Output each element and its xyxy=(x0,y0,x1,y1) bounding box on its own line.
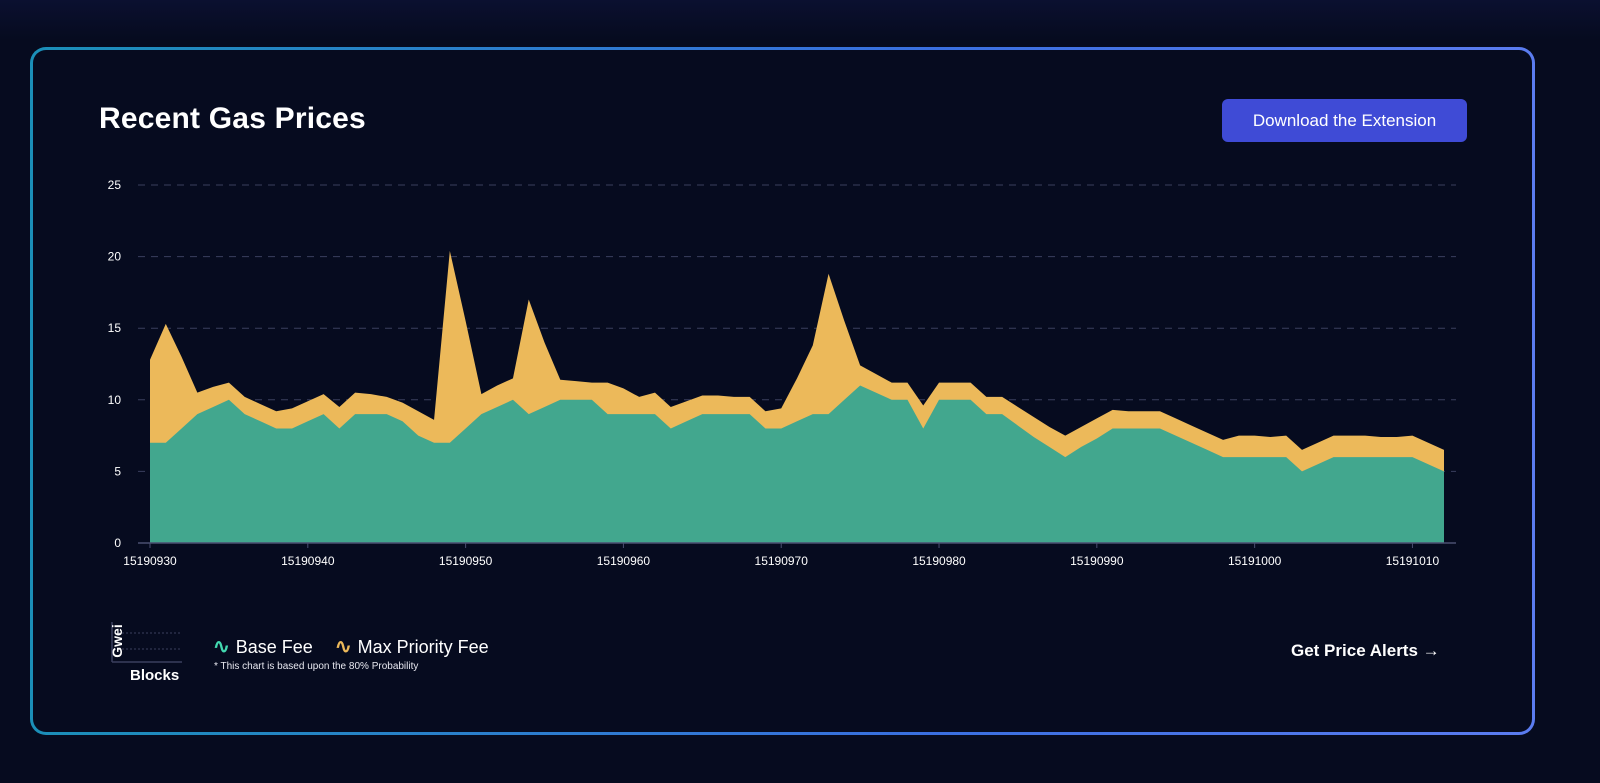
arrow-right-icon: → xyxy=(1422,641,1440,660)
x-tick-label: 15190970 xyxy=(755,554,809,568)
x-tick-label: 15190940 xyxy=(281,554,335,568)
chart-footnote: * This chart is based upon the 80% Proba… xyxy=(214,661,419,672)
y-tick-label: 15 xyxy=(108,321,122,335)
y-tick-label: 20 xyxy=(108,250,122,264)
x-tick-label: 15190980 xyxy=(912,554,966,568)
x-tick-label: 15190960 xyxy=(597,554,651,568)
x-tick-label: 15191000 xyxy=(1228,554,1282,568)
x-tick-label: 15190950 xyxy=(439,554,493,568)
y-tick-label: 0 xyxy=(114,536,121,550)
y-tick-label: 5 xyxy=(114,464,121,478)
wave-icon: ∿ xyxy=(213,636,230,658)
legend-item-base-fee: ∿ Base Fee xyxy=(213,636,313,658)
x-tick-label: 15191010 xyxy=(1386,554,1440,568)
download-extension-button[interactable]: Download the Extension xyxy=(1222,99,1467,142)
wave-icon: ∿ xyxy=(334,636,352,658)
gas-prices-card: Recent Gas Prices Download the Extension… xyxy=(30,47,1535,735)
get-price-alerts-link[interactable]: Get Price Alerts → xyxy=(1291,641,1440,660)
legend-item-max-priority-fee: ∿ Max Priority Fee xyxy=(334,636,489,658)
series-area-base-fee xyxy=(150,385,1444,543)
x-tick-label: 15190990 xyxy=(1070,554,1124,568)
chart-legend: ∿ Base Fee ∿ Max Priority Fee xyxy=(213,634,489,659)
y-tick-label: 25 xyxy=(108,178,122,192)
card-body: Recent Gas Prices Download the Extension… xyxy=(33,50,1532,732)
x-axis-unit-label: Blocks xyxy=(130,667,180,684)
axes-icon xyxy=(111,622,182,663)
x-tick-label: 15190930 xyxy=(123,554,177,568)
page-title: Recent Gas Prices xyxy=(99,102,366,135)
y-tick-label: 10 xyxy=(108,393,122,407)
